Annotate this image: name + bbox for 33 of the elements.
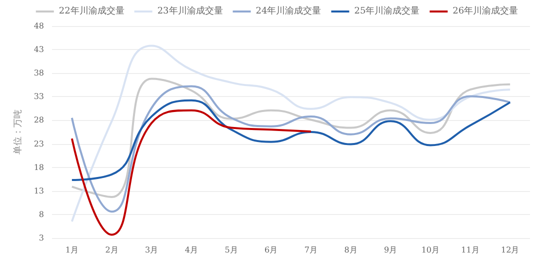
x-tick-label: 6月: [264, 246, 278, 254]
y-tick-label: 33: [34, 92, 44, 102]
x-tick-label: 3月: [145, 246, 158, 254]
x-tick-label: 5月: [224, 246, 238, 254]
x-tick-label: 11月: [461, 246, 480, 254]
x-tick-label: 9月: [384, 246, 398, 254]
y-tick-label: 48: [34, 22, 44, 30]
x-tick-label: 12月: [500, 246, 520, 254]
line-series: [70, 78, 512, 198]
legend-label: 26年川渝成交量: [452, 6, 518, 16]
legend-label: 25年川渝成交量: [354, 6, 420, 16]
legend-label: 24年川渝成交量: [256, 6, 322, 16]
y-tick-label: 23: [34, 139, 44, 148]
y-tick-label: 43: [34, 45, 44, 54]
x-tick-label: 4月: [184, 246, 198, 254]
line-series: [70, 44, 512, 223]
y-tick-label: 3: [38, 234, 44, 242]
y-tick-label: 28: [34, 116, 44, 125]
y-tick-label: 8: [38, 210, 44, 219]
x-tick-label: 1月: [65, 246, 78, 254]
x-tick-label: 10月: [421, 246, 440, 254]
line-series: [70, 85, 512, 213]
x-tick-label: 8月: [344, 246, 358, 254]
y-axis-title: 单位：万吨: [12, 110, 24, 154]
y-tick-label: 38: [34, 68, 44, 78]
legend-label: 22年川渝成交量: [58, 6, 124, 16]
line-series: [70, 109, 312, 236]
line-series: [70, 99, 512, 182]
x-tick-label: 2月: [105, 246, 118, 254]
y-tick-label: 18: [34, 162, 44, 172]
legend-label: 23年川渝成交量: [157, 6, 223, 16]
x-tick-label: 7月: [304, 246, 318, 254]
y-tick-label: 13: [34, 186, 44, 196]
